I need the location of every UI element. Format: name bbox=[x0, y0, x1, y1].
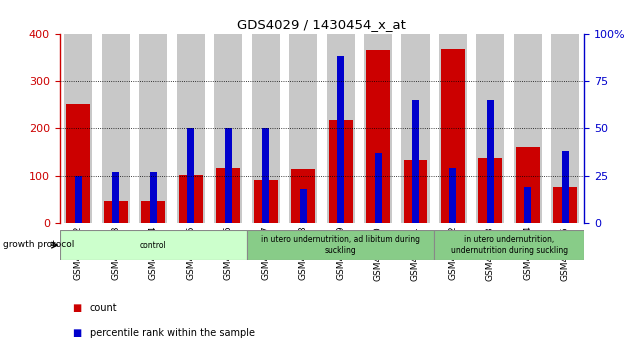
Bar bbox=[364, 34, 392, 223]
Bar bbox=[75, 176, 82, 223]
Title: GDS4029 / 1430454_x_at: GDS4029 / 1430454_x_at bbox=[237, 18, 406, 31]
Bar bbox=[214, 34, 242, 223]
Bar bbox=[337, 56, 344, 223]
Bar bbox=[139, 34, 167, 223]
Bar bbox=[60, 230, 247, 260]
Bar bbox=[553, 187, 577, 223]
Bar bbox=[247, 230, 434, 260]
Bar bbox=[216, 168, 240, 223]
Text: control: control bbox=[140, 241, 166, 250]
Bar bbox=[374, 153, 382, 223]
Text: percentile rank within the sample: percentile rank within the sample bbox=[90, 328, 255, 338]
Text: count: count bbox=[90, 303, 117, 313]
Bar bbox=[252, 34, 279, 223]
Bar bbox=[187, 128, 194, 223]
Text: in utero undernutrition, ad libitum during
suckling: in utero undernutrition, ad libitum duri… bbox=[261, 235, 420, 255]
Bar bbox=[562, 151, 569, 223]
Bar bbox=[225, 128, 232, 223]
Bar bbox=[176, 34, 205, 223]
Bar bbox=[551, 34, 580, 223]
Bar bbox=[412, 100, 419, 223]
Bar bbox=[104, 201, 127, 223]
Bar bbox=[514, 34, 542, 223]
Bar bbox=[450, 168, 457, 223]
Bar bbox=[67, 104, 90, 223]
Text: in utero undernutrition,
undernutrition during suckling: in utero undernutrition, undernutrition … bbox=[450, 235, 568, 255]
Bar bbox=[524, 187, 531, 223]
Bar bbox=[291, 169, 315, 223]
Bar bbox=[262, 128, 269, 223]
Bar bbox=[479, 158, 502, 223]
Bar bbox=[289, 34, 317, 223]
Bar bbox=[441, 49, 465, 223]
Bar bbox=[434, 230, 584, 260]
Bar bbox=[328, 120, 352, 223]
Bar bbox=[112, 172, 119, 223]
Text: ■: ■ bbox=[72, 328, 82, 338]
Bar bbox=[102, 34, 130, 223]
Bar bbox=[141, 201, 165, 223]
Bar bbox=[327, 34, 355, 223]
Bar bbox=[487, 100, 494, 223]
Bar bbox=[404, 160, 428, 223]
Bar bbox=[150, 172, 157, 223]
Bar bbox=[477, 34, 504, 223]
Bar bbox=[179, 175, 203, 223]
Bar bbox=[300, 189, 306, 223]
Bar bbox=[439, 34, 467, 223]
Bar bbox=[516, 147, 540, 223]
Bar bbox=[366, 50, 390, 223]
Text: ■: ■ bbox=[72, 303, 82, 313]
Bar bbox=[64, 34, 92, 223]
Text: growth protocol: growth protocol bbox=[3, 240, 75, 250]
Bar bbox=[401, 34, 430, 223]
Bar bbox=[254, 181, 278, 223]
